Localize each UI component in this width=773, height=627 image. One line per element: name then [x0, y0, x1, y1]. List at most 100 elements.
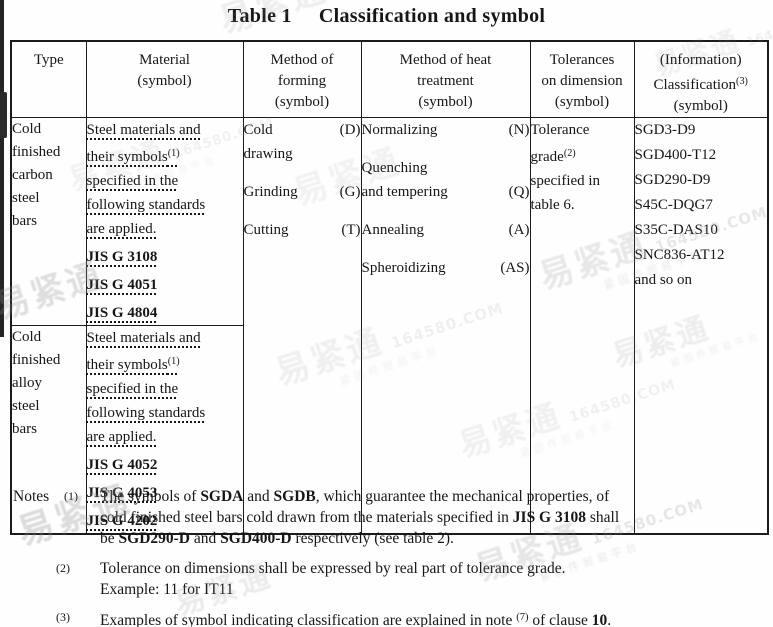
note-3: (3) Examples of symbol indicating classi… — [0, 607, 773, 627]
cell-type-alloy: Cold finished alloy steel bars — [10, 325, 87, 535]
cell-material-alloy: Steel materials and their symbols(1) speci… — [85, 325, 244, 535]
cell-tolerance: Tolerance grade(2) specified in table 6. — [529, 117, 635, 535]
text-line: cold finished steel bars cold drawn from… — [100, 509, 620, 526]
method-entry: Normalizing (N) — [361, 118, 530, 142]
cell-material-carbon: Steel materials and their symbols(1) speci… — [85, 117, 244, 326]
text-line: be SGD290-D and SGD400-D respectively (s… — [100, 530, 454, 547]
text-line: following standards — [86, 405, 206, 421]
text-line: carbon — [12, 167, 53, 183]
text-line: bars — [12, 421, 37, 437]
text-line: their symbols(1) — [86, 356, 180, 373]
text-line: their symbols(1) — [86, 148, 180, 165]
method-entry: Spheroidizing (AS) — [361, 256, 530, 280]
header-cell-type: Type — [10, 40, 87, 118]
text-line: (symbol) — [137, 73, 192, 89]
cell-forming-methods: Cold (D) drawing Grinding (G) Cutting (T) — [242, 117, 362, 535]
method-line: Normalizing (N) — [361, 122, 530, 138]
table-row: Cold finished alloy steel bars Steel materia… — [10, 325, 768, 535]
method-line: Quenching — [361, 160, 428, 176]
text-line: Examples of symbol indicating classifica… — [100, 612, 612, 627]
scan-artifact — [0, 92, 7, 138]
text-line: Material — [139, 52, 190, 68]
text-line: specified in the — [86, 381, 179, 397]
text-line: Tolerance — [530, 122, 590, 138]
method-entry: Cold (D) drawing — [243, 118, 361, 166]
method-line: Spheroidizing (AS) — [361, 260, 530, 276]
text-line: JIS G 4051 — [86, 277, 158, 293]
method-line: Cutting (T) — [243, 222, 361, 238]
text-line: Cold — [12, 121, 42, 137]
text-line: (symbol) — [274, 94, 330, 110]
text-line: (symbol) — [554, 94, 610, 110]
text-line: SGD400-T12 — [634, 147, 717, 163]
header-cell-heat-treatment: Method of heat treatment (symbol) — [360, 40, 531, 118]
text-line: alloy — [12, 375, 42, 391]
text-line: The symbols of SGDA and SGDB, which guar… — [100, 488, 610, 505]
note-marker: (3) — [56, 610, 70, 624]
method-entry: Cutting (T) — [243, 218, 361, 242]
scan-artifact — [0, 0, 4, 337]
cell-heat-treatment-methods: Normalizing (N) Quenching and tempering (Q) A… — [360, 117, 531, 535]
note-marker: (1) — [64, 489, 78, 503]
text-line: JIS G 4052 — [86, 457, 158, 473]
text-line: forming — [277, 73, 327, 89]
text-line: are applied. — [86, 429, 157, 445]
text-line: (symbol) — [673, 98, 728, 114]
text-line: bars — [12, 213, 37, 229]
method-line: and tempering (Q) — [361, 184, 530, 200]
text-line: steel — [12, 398, 40, 414]
note-marker: (2) — [56, 561, 70, 575]
text-line: Method of — [270, 52, 334, 68]
table-number: Table 1 — [227, 5, 292, 27]
text-line: SGD290-D9 — [634, 172, 711, 188]
method-entry: Quenching and tempering (Q) — [361, 156, 530, 204]
text-line: Type — [33, 52, 64, 68]
text-line: S35C-DAS10 — [634, 222, 718, 238]
method-line: Annealing (A) — [361, 222, 530, 238]
header-cell-material: Material (symbol) — [85, 40, 244, 118]
text-line: Tolerance on dimensions shall be express… — [100, 560, 566, 577]
text-line: JIS G 4804 — [86, 305, 158, 321]
text-line: JIS G 4053 — [86, 485, 158, 501]
text-line: JIS G 4202 — [86, 513, 158, 529]
header-cell-forming: Method of forming (symbol) — [242, 40, 362, 118]
method-entry: Annealing (A) — [361, 218, 530, 242]
notes-section: Notes (1) The symbols of SGDA and SGDB, … — [0, 486, 773, 627]
text-line: and so on — [634, 272, 692, 288]
text-line: following standards — [86, 197, 206, 213]
text-line: are applied. — [86, 221, 157, 237]
text-line: S45C-DQG7 — [634, 197, 713, 213]
text-line: grade(2) — [530, 148, 576, 165]
header-cell-classification: (Information) Classification(3) (symbol) — [633, 40, 769, 118]
header-cell-tolerances: Tolerances on dimension (symbol) — [529, 40, 635, 118]
text-line: specified in — [530, 173, 601, 189]
text-line: Tolerances — [549, 52, 615, 68]
text-line: JIS G 3108 — [86, 249, 158, 265]
text-line: Method of heat — [399, 52, 492, 68]
cell-classification-symbols: SGD3-D9 SGD400-T12 SGD290-D9 S45C-DQG7 S35C-… — [633, 117, 769, 535]
text-line: Steel materials and — [86, 122, 201, 138]
header-row: Type Material (symbol) Method of forming (s… — [10, 40, 769, 118]
text-line: Steel materials and — [86, 330, 201, 346]
text-line: table 6. — [530, 197, 575, 213]
text-line: specified in the — [86, 173, 179, 189]
text-line: steel — [12, 190, 40, 206]
text-line: (Information) — [659, 52, 742, 68]
notes-label: Notes — [13, 488, 50, 505]
table-caption: Classification and symbol — [318, 5, 546, 27]
method-entry: Grinding (G) — [243, 180, 361, 204]
text-line: SGD3-D9 — [634, 122, 696, 138]
text-line: SNC836-AT12 — [634, 247, 725, 263]
text-line: treatment — [417, 73, 474, 89]
text-line: on dimension — [541, 73, 623, 89]
table-title: Table 1 Classification and symbol — [0, 5, 773, 28]
text-line: finished — [12, 144, 61, 160]
cell-type-carbon: Cold finished carbon steel bars — [10, 117, 87, 326]
note-2: (2) Tolerance on dimensions shall be exp… — [0, 558, 773, 600]
text-line: Classification(3) — [653, 76, 748, 93]
method-line: Grinding (G) — [243, 184, 361, 200]
method-line: Cold (D) — [243, 122, 361, 138]
method-line: drawing — [243, 146, 293, 162]
text-line: Example: 11 for IT11 — [100, 581, 234, 598]
